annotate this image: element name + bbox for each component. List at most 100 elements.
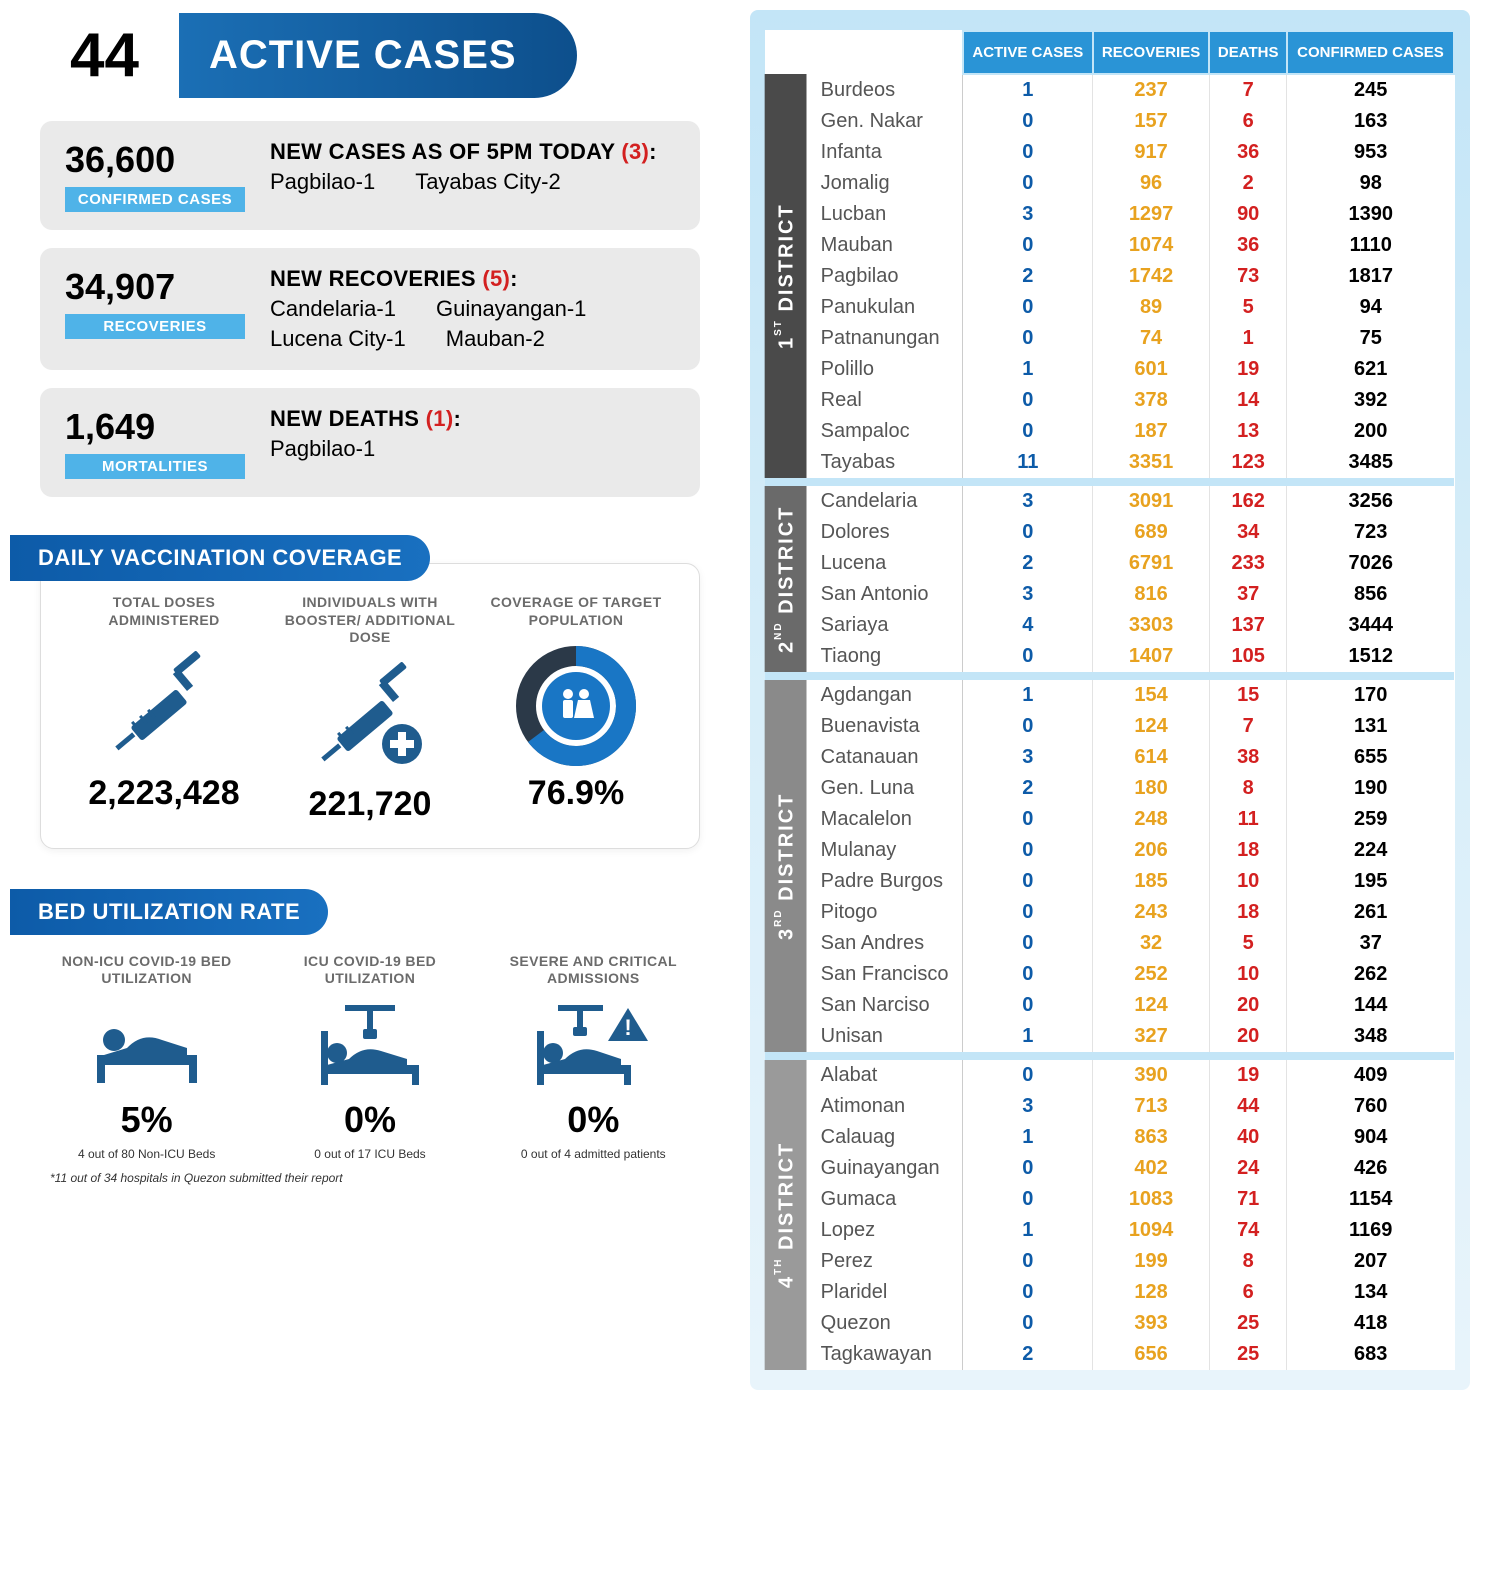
syringe-icon [61,646,267,766]
active-value: 3 [963,1091,1093,1122]
deaths-value: 20 [1209,990,1286,1021]
bed-icon [42,1003,252,1093]
confirmed-value: 7026 [1287,548,1454,579]
deaths-value: 13 [1209,416,1286,447]
municipality-name: Catanauan [807,742,963,773]
confirmed-value: 392 [1287,385,1454,416]
recoveries-value: 252 [1093,959,1210,990]
recoveries-value: 3091 [1093,486,1210,517]
table-row: Calauag186340904 [765,1122,1454,1153]
deaths-value: 24 [1209,1153,1286,1184]
recoveries-value: 199 [1093,1246,1210,1277]
vax-label-2: COVERAGE OF TARGET POPULATION [473,594,679,636]
deaths-value: 18 [1209,897,1286,928]
table-row: Mauban01074361110 [765,230,1454,261]
active-value: 0 [963,866,1093,897]
confirmed-value: 207 [1287,1246,1454,1277]
municipality-name: Real [807,385,963,416]
table-row: Catanauan361438655 [765,742,1454,773]
active-value: 1 [963,1122,1093,1153]
district-table: ACTIVE CASES RECOVERIES DEATHS CONFIRMED… [765,30,1455,1370]
table-row: Polillo160119621 [765,354,1454,385]
deaths-value: 5 [1209,292,1286,323]
confirmed-value: 1110 [1287,230,1454,261]
active-value: 1 [963,1215,1093,1246]
active-cases-number: 44 [10,10,179,101]
table-row: Dolores068934723 [765,517,1454,548]
stat-number: 36,600 [65,139,245,181]
active-value: 0 [963,990,1093,1021]
bed-utilization-box: NON-ICU COVID-19 BED UTILIZATION 5% 4 ou… [40,953,700,1161]
active-value: 11 [963,447,1093,478]
confirmed-value: 144 [1287,990,1454,1021]
recoveries-value: 917 [1093,137,1210,168]
recoveries-value: 689 [1093,517,1210,548]
confirmed-value: 856 [1287,579,1454,610]
municipality-name: Padre Burgos [807,866,963,897]
municipality-name: Lopez [807,1215,963,1246]
confirmed-value: 904 [1287,1122,1454,1153]
recoveries-value: 378 [1093,385,1210,416]
active-value: 0 [963,959,1093,990]
recoveries-value: 1407 [1093,641,1210,672]
recoveries-value: 124 [1093,711,1210,742]
municipality-name: Gen. Nakar [807,106,963,137]
bed-value-2: 0% [488,1099,698,1141]
confirmed-value: 3256 [1287,486,1454,517]
table-row: Tayabas1133511233485 [765,447,1454,478]
vax-value-2: 76.9% [473,774,679,813]
municipality-name: San Francisco [807,959,963,990]
confirmed-value: 37 [1287,928,1454,959]
recoveries-value: 89 [1093,292,1210,323]
active-value: 0 [963,416,1093,447]
municipality-name: Tayabas [807,447,963,478]
deaths-value: 25 [1209,1308,1286,1339]
table-row: 2ND DISTRICTCandelaria330911623256 [765,486,1454,517]
municipality-name: Sariaya [807,610,963,641]
recoveries-value: 614 [1093,742,1210,773]
confirmed-value: 200 [1287,416,1454,447]
recoveries-value: 157 [1093,106,1210,137]
confirmed-value: 655 [1287,742,1454,773]
municipality-name: Jomalig [807,168,963,199]
stat-badge: MORTALITIES [65,454,245,479]
table-row: Gumaca01083711154 [765,1184,1454,1215]
svg-text:!: ! [625,1015,632,1040]
confirmed-value: 953 [1287,137,1454,168]
deaths-value: 73 [1209,261,1286,292]
active-value: 0 [963,928,1093,959]
table-row: San Antonio381637856 [765,579,1454,610]
col-active: ACTIVE CASES [963,31,1093,74]
confirmed-value: 723 [1287,517,1454,548]
municipality-name: San Narciso [807,990,963,1021]
stat-number: 34,907 [65,266,245,308]
critical-bed-icon: ! [488,1003,698,1093]
stat-card: 1,649 MORTALITIES NEW DEATHS (1): Pagbil… [40,388,700,497]
municipality-name: Infanta [807,137,963,168]
municipality-name: Burdeos [807,74,963,106]
confirmed-value: 195 [1287,866,1454,897]
municipality-name: Unisan [807,1021,963,1052]
municipality-name: Lucban [807,199,963,230]
municipality-name: Pitogo [807,897,963,928]
table-row: Mulanay020618224 [765,835,1454,866]
table-row: Jomalig096298 [765,168,1454,199]
recoveries-value: 237 [1093,74,1210,106]
vaccination-box: TOTAL DOSES ADMINISTERED 2,223,428 INDIV… [40,563,700,849]
municipality-name: Plaridel [807,1277,963,1308]
table-row: Panukulan089594 [765,292,1454,323]
bed-label-1: ICU COVID-19 BED UTILIZATION [265,953,475,991]
deaths-value: 36 [1209,230,1286,261]
active-value: 0 [963,804,1093,835]
bed-value-0: 5% [42,1099,252,1141]
recoveries-value: 180 [1093,773,1210,804]
table-row: 4TH DISTRICTAlabat039019409 [765,1060,1454,1091]
deaths-value: 105 [1209,641,1286,672]
deaths-value: 20 [1209,1021,1286,1052]
deaths-value: 44 [1209,1091,1286,1122]
district-label: 4TH DISTRICT [765,1060,807,1370]
header-banner: 44 ACTIVE CASES [10,10,730,101]
confirmed-value: 131 [1287,711,1454,742]
confirmed-value: 190 [1287,773,1454,804]
recoveries-value: 601 [1093,354,1210,385]
